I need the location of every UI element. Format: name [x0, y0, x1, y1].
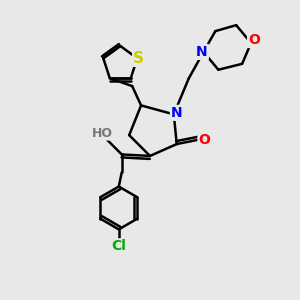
- Text: S: S: [133, 51, 144, 66]
- Text: N: N: [196, 45, 208, 59]
- Text: O: O: [248, 33, 260, 47]
- Text: Cl: Cl: [111, 239, 126, 253]
- Text: O: O: [199, 133, 210, 147]
- Text: HO: HO: [92, 127, 113, 140]
- Text: N: N: [171, 106, 183, 120]
